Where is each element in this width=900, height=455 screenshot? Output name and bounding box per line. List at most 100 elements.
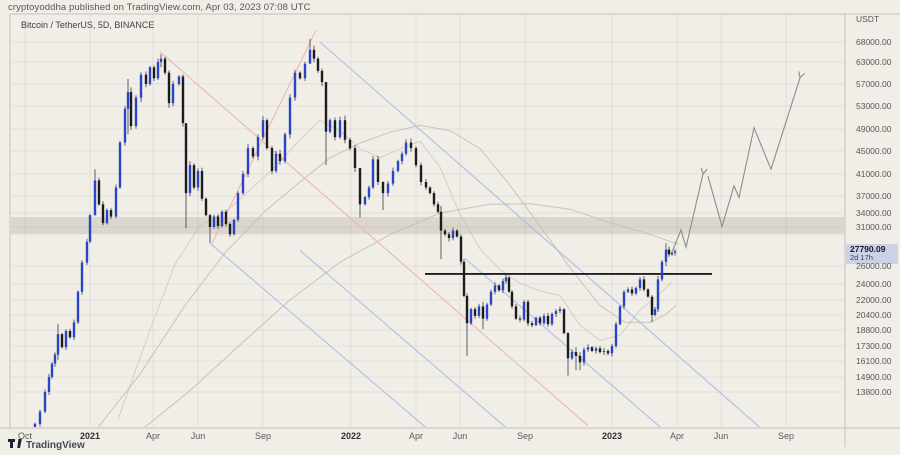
candle-body-up <box>88 215 92 242</box>
ma-slow[interactable] <box>140 203 679 431</box>
candle-body-down <box>459 236 463 262</box>
candle-body-down <box>270 148 274 171</box>
candle-body-up <box>232 219 236 235</box>
candle-body-up <box>303 63 307 79</box>
candle-body-up <box>614 324 618 346</box>
price-axis-label: 13800.00 <box>856 387 892 397</box>
price-axis-label: 26000.00 <box>856 261 892 271</box>
candle-body-up <box>47 377 51 392</box>
tradingview-logo[interactable]: TradingView <box>8 439 85 451</box>
candle-body-down <box>353 148 357 168</box>
candle-body-up <box>582 349 586 363</box>
candle-body-up <box>38 411 42 424</box>
price-axis-label: 53000.00 <box>856 101 892 111</box>
projection-arrowhead <box>799 72 806 79</box>
candle-body-up <box>504 277 508 282</box>
candle-body-up <box>53 354 57 364</box>
candle-body-up <box>126 92 130 109</box>
trendline-ascending-red[interactable] <box>210 30 317 246</box>
candle-body-down <box>650 296 654 315</box>
candle-body-down <box>447 234 451 238</box>
candle-body-up <box>586 347 590 350</box>
candle-body-down <box>208 215 212 227</box>
candle-body-up <box>85 241 89 263</box>
candle-body-up <box>501 281 505 291</box>
candle-body-up <box>212 216 216 227</box>
candle-body-up <box>171 84 175 104</box>
candle-body-up <box>618 306 622 325</box>
symbol-title: Bitcoin / TetherUS, 5D, BINANCE <box>21 20 155 30</box>
last-price-badge[interactable]: 27790.09 2d 17h <box>846 244 898 264</box>
candle-body-down <box>578 355 582 363</box>
candle-body-up <box>363 197 367 205</box>
candle-body-up <box>522 301 526 320</box>
candle-body-down <box>481 306 485 319</box>
price-axis-label: 24000.00 <box>856 279 892 289</box>
candle-body-up <box>386 183 390 194</box>
candle-body-down <box>200 171 204 199</box>
price-axis-label: 18800.00 <box>856 325 892 335</box>
time-axis-label: Jun <box>190 431 206 441</box>
candle-body-up <box>400 153 404 162</box>
candle-body-up <box>664 249 668 262</box>
price-axis-label: 57000.00 <box>856 79 892 89</box>
candle-body-up <box>256 137 260 157</box>
candle-body-down <box>443 230 447 235</box>
candle-body-up <box>554 311 558 314</box>
candle-body-down <box>216 216 220 226</box>
candle-body-down <box>278 153 282 162</box>
projection-arrowhead <box>702 168 708 175</box>
tradingview-logo-text: TradingView <box>26 439 85 451</box>
candle-body-up <box>118 142 122 188</box>
candle-body-up <box>236 193 240 220</box>
time-axis-label-year: 2021 <box>79 431 101 441</box>
price-axis-label: 20400.00 <box>856 310 892 320</box>
candle-body-down <box>538 317 542 324</box>
candle-body-up <box>220 211 224 226</box>
candle-body-down <box>507 277 511 292</box>
candle-body-down <box>419 165 423 182</box>
candle-body-up <box>33 423 37 427</box>
candle-body-up <box>114 187 118 217</box>
candle-body-up <box>622 291 626 307</box>
candle-body-down <box>630 289 634 294</box>
candle-body-down <box>163 58 167 73</box>
trendline-descending-blue-3[interactable] <box>299 249 508 429</box>
candle-body-down <box>510 291 514 307</box>
trendline-descending-blue-2[interactable] <box>210 243 428 429</box>
candle-body-down <box>167 72 171 104</box>
candle-body-down <box>646 289 650 297</box>
time-axis-label: Sep <box>777 431 794 441</box>
candle-body-down <box>224 211 228 225</box>
candle-body-up <box>610 346 614 354</box>
candle-body-down <box>566 333 570 359</box>
candle-body-down <box>606 350 610 354</box>
candle-body-up <box>177 76 181 84</box>
trendline-descending-blue-1[interactable] <box>319 41 762 429</box>
candle-body-down <box>514 306 518 319</box>
time-axis-label: Jun <box>452 431 468 441</box>
candle-body-up <box>396 161 400 171</box>
price-axis-label: 16100.00 <box>856 356 892 366</box>
candle-body-up <box>404 142 408 154</box>
candle-body-down <box>462 261 466 296</box>
candle-body-down <box>497 285 501 291</box>
projection-leg-2[interactable] <box>707 77 801 229</box>
tradingview-logo-icon <box>8 439 22 448</box>
time-axis-label: Apr <box>669 431 684 441</box>
candle-body-up <box>371 159 375 188</box>
candle-body-up <box>570 352 574 359</box>
candle-body-up <box>493 285 497 292</box>
candle-body-down <box>530 323 534 326</box>
candle-body-up <box>308 49 312 64</box>
candle-body-up <box>64 331 68 348</box>
ma-fast[interactable] <box>117 119 673 420</box>
projection-leg-1[interactable] <box>671 173 704 253</box>
candle-body-down <box>320 70 324 83</box>
candle-body-up <box>159 58 163 62</box>
candle-body-down <box>333 120 337 138</box>
candle-body-down <box>439 211 443 231</box>
candle-body-down <box>428 187 432 194</box>
trendline-descending-red[interactable] <box>159 51 589 427</box>
